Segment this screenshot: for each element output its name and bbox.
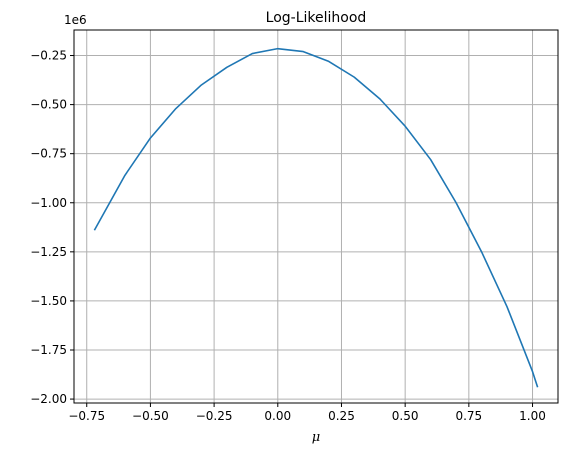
y-tick-label: −0.50	[30, 98, 67, 112]
x-tick-label: 1.00	[519, 409, 546, 423]
y-tick-label: −1.75	[30, 343, 67, 357]
x-tick-label: 0.25	[328, 409, 355, 423]
y-tick-label: −2.00	[30, 392, 67, 406]
y-tick-label: −0.75	[30, 147, 67, 161]
x-tick-label: −0.25	[196, 409, 233, 423]
series-line	[93, 47, 539, 388]
x-tick-label: −0.50	[132, 409, 169, 423]
x-tick-label: −0.75	[68, 409, 105, 423]
y-axis-offset-label: 1e6	[64, 13, 87, 27]
plot-frame	[73, 29, 559, 404]
x-axis-label: μ	[312, 430, 320, 445]
ticks: −0.75 −0.50 −0.25 0.00 0.25 0.50 0.75 1.00 −0.25…	[30, 49, 546, 423]
series-layer	[93, 47, 539, 388]
x-tick-label: 0.75	[455, 409, 482, 423]
grid	[74, 30, 558, 403]
y-tick-label: −1.25	[30, 245, 67, 259]
y-tick-label: −0.25	[30, 49, 67, 63]
y-tick-label: −1.00	[30, 196, 67, 210]
y-tick-label: −1.50	[30, 294, 67, 308]
chart-title: Log-Likelihood	[266, 10, 367, 26]
x-tick-label: 0.50	[392, 409, 419, 423]
x-tick-label: 0.00	[264, 409, 291, 423]
